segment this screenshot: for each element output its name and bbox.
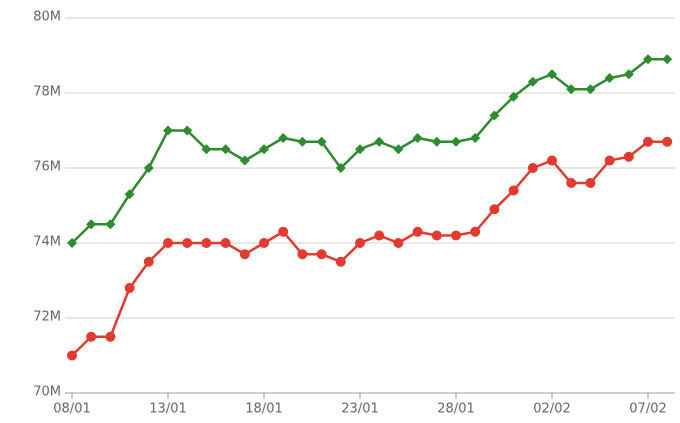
marker bbox=[547, 69, 557, 80]
x-tick-label: 08/01 bbox=[53, 402, 90, 417]
marker bbox=[374, 136, 385, 147]
marker bbox=[662, 136, 673, 147]
x-tick-label: 07/02 bbox=[629, 402, 666, 417]
marker bbox=[335, 256, 346, 267]
x-tick-label: 18/01 bbox=[245, 402, 282, 417]
y-tick-label: 72M bbox=[33, 310, 61, 325]
y-tick-label: 78M bbox=[33, 85, 61, 100]
marker bbox=[527, 163, 538, 173]
marker bbox=[585, 84, 596, 95]
marker bbox=[124, 189, 135, 200]
marker bbox=[431, 230, 442, 241]
marker bbox=[259, 238, 269, 248]
marker bbox=[451, 230, 461, 241]
marker bbox=[278, 133, 289, 143]
marker bbox=[220, 238, 231, 248]
marker bbox=[297, 136, 308, 147]
marker bbox=[143, 163, 154, 173]
marker bbox=[623, 151, 634, 162]
marker bbox=[201, 144, 212, 155]
marker bbox=[316, 136, 327, 147]
marker bbox=[527, 76, 538, 87]
x-tick-label: 23/01 bbox=[341, 402, 378, 417]
marker bbox=[182, 125, 193, 136]
y-tick-label: 74M bbox=[33, 235, 61, 250]
marker bbox=[431, 136, 442, 147]
marker bbox=[566, 178, 577, 188]
marker bbox=[259, 144, 269, 155]
marker bbox=[220, 144, 231, 155]
marker bbox=[239, 249, 250, 260]
marker bbox=[86, 219, 97, 230]
marker bbox=[355, 238, 365, 248]
marker bbox=[278, 226, 289, 237]
marker bbox=[239, 155, 250, 166]
marker bbox=[335, 163, 346, 173]
marker bbox=[105, 331, 116, 342]
marker bbox=[297, 249, 308, 260]
marker bbox=[393, 238, 404, 248]
x-tick-label: 28/01 bbox=[437, 402, 474, 417]
marker bbox=[182, 238, 193, 248]
marker bbox=[163, 125, 173, 136]
marker bbox=[604, 155, 615, 166]
marker bbox=[643, 136, 653, 147]
marker bbox=[547, 155, 557, 166]
marker bbox=[412, 133, 423, 143]
marker bbox=[374, 230, 385, 241]
marker bbox=[470, 226, 481, 237]
series-line bbox=[71, 140, 668, 357]
x-tick-label: 13/01 bbox=[149, 402, 186, 417]
marker bbox=[67, 350, 77, 361]
marker bbox=[355, 144, 365, 155]
y-tick-label: 76M bbox=[33, 160, 61, 175]
marker bbox=[143, 256, 154, 267]
marker bbox=[623, 69, 634, 80]
x-tick-label: 02/02 bbox=[533, 402, 570, 417]
marker bbox=[662, 54, 673, 65]
marker bbox=[316, 249, 327, 260]
marker bbox=[566, 84, 577, 95]
series-line bbox=[71, 58, 668, 244]
marker bbox=[67, 238, 77, 248]
marker bbox=[105, 219, 116, 230]
marker bbox=[201, 238, 212, 248]
marker bbox=[643, 54, 653, 65]
marker bbox=[124, 283, 135, 293]
y-tick-label: 70M bbox=[33, 385, 61, 400]
marker bbox=[585, 178, 596, 188]
marker bbox=[489, 204, 500, 215]
marker bbox=[163, 238, 173, 248]
marker bbox=[470, 133, 481, 143]
marker bbox=[393, 144, 404, 155]
marker bbox=[508, 91, 519, 102]
marker bbox=[86, 331, 97, 342]
marker bbox=[508, 185, 519, 196]
marker bbox=[489, 110, 500, 121]
y-tick-label: 80M bbox=[33, 10, 61, 25]
marker bbox=[412, 226, 423, 237]
marker bbox=[451, 136, 461, 147]
marker bbox=[604, 73, 615, 83]
